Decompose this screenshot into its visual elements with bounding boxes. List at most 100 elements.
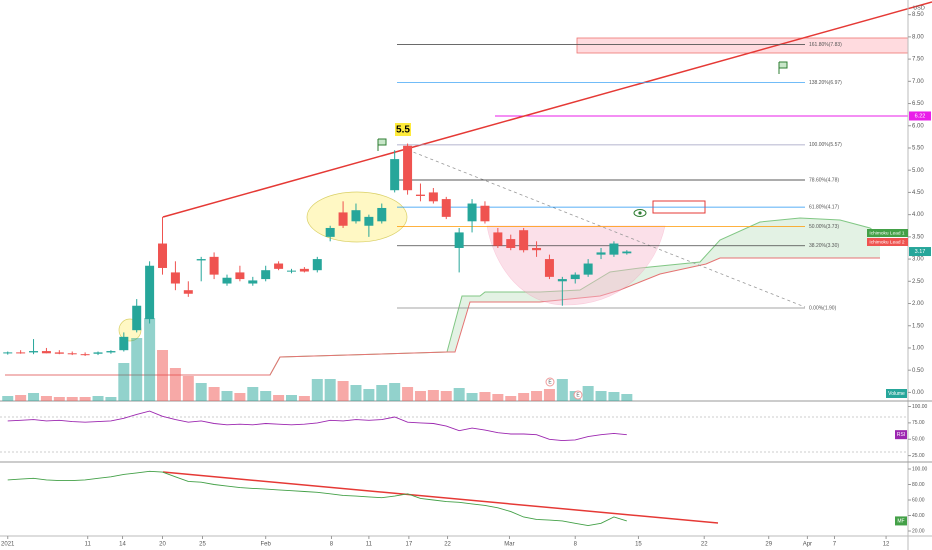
candle-body [338, 212, 348, 226]
volume-bar [208, 387, 220, 401]
candle-body [532, 247, 542, 251]
x-tick-label: 20 [159, 542, 166, 548]
candle-body [364, 216, 374, 226]
legend-tag: Ichimoku Lead 2 [869, 239, 905, 245]
x-tick-label: Apr [803, 542, 812, 548]
y-tick-label: 6.50 [912, 101, 924, 107]
candle-body [390, 159, 400, 191]
x-tick-label: 12 [883, 542, 890, 548]
y-tick-label: 0.00 [912, 390, 924, 396]
legend-tag-box [895, 516, 907, 526]
price-tag: 6.22 [915, 113, 926, 119]
candle-body [274, 263, 284, 269]
volume-bar [221, 391, 233, 401]
y-tick-label: 50.00 [912, 437, 925, 443]
event-label: E [576, 392, 580, 398]
event-marker [573, 390, 583, 400]
candle-body [570, 274, 580, 280]
fib-label: 0.00%(1.90) [809, 305, 837, 311]
y-tick-label: 8.00 [912, 34, 924, 40]
volume-bar [273, 395, 285, 401]
x-tick-label: 22 [444, 542, 451, 548]
y-tick-label: 0.50 [912, 368, 924, 374]
y-tick-label: 3.50 [912, 234, 924, 240]
price-tag: 3.17 [915, 249, 926, 255]
volume-bar [621, 394, 633, 401]
candle-body [80, 354, 90, 356]
fib-label: 161.80%(7.83) [809, 42, 842, 48]
x-tick-label: 29 [765, 542, 772, 548]
candle-body [506, 239, 516, 248]
x-tick-label: Mar [504, 542, 514, 548]
volume-bar [2, 396, 14, 401]
ichimoku-lead-2 [5, 257, 880, 376]
volume-bar [66, 397, 78, 401]
volume-bar [363, 389, 375, 401]
price-tag-box [909, 111, 931, 121]
x-tick-label: 8 [574, 542, 578, 548]
volume-bar [53, 397, 65, 401]
y-tick-label: 80.00 [912, 482, 925, 488]
volume-bar [260, 391, 272, 401]
candle-body [248, 280, 258, 284]
y-tick-label: 100.00 [912, 466, 928, 472]
candle-body [493, 232, 503, 246]
volume-bar [182, 376, 194, 401]
event-label: E [548, 379, 552, 385]
x-tick-label: 11 [366, 542, 373, 548]
eye-icon [638, 211, 642, 215]
fib-label: 78.60%(4.78) [809, 177, 839, 183]
indicator-trend-line [162, 471, 719, 524]
y-tick-label: 4.00 [912, 212, 924, 218]
candle-body [596, 252, 606, 255]
legend-tag-box [867, 238, 908, 246]
candle-body [325, 227, 335, 237]
candle-body [441, 199, 451, 217]
volume-bar [531, 391, 543, 401]
volume-bar [169, 368, 181, 401]
currency-label: USD [913, 5, 925, 11]
x-tick-label: 14 [119, 542, 126, 548]
x-tick-label: 8 [330, 542, 334, 548]
volume-bar [414, 391, 426, 401]
volume-bar [608, 392, 620, 401]
volume-bar [118, 363, 130, 401]
fib-label: 100.00%(5.57) [809, 142, 842, 148]
volume-bar [466, 393, 478, 401]
candle-body [132, 305, 142, 331]
y-tick-label: 2.50 [912, 279, 924, 285]
y-tick-label: 20.00 [912, 528, 925, 534]
fib-label: 38.20%(3.30) [809, 243, 839, 249]
candle-body [609, 243, 619, 255]
candle-body [222, 277, 232, 284]
candle-body [145, 265, 155, 320]
legend-tag: Ichimoku Lead 1 [869, 230, 905, 236]
x-tick-label: 2021 [1, 542, 15, 548]
y-tick-label: 6.00 [912, 123, 924, 129]
y-tick-label: 25.00 [912, 453, 925, 459]
candle-body [196, 259, 206, 261]
y-tick-label: 1.00 [912, 346, 924, 352]
y-tick-label: 4.50 [912, 190, 924, 196]
legend-tag: RSI [897, 432, 905, 438]
volume-bar [402, 387, 414, 401]
candle-body [583, 263, 593, 275]
volume-bar [337, 381, 349, 401]
volume-bar [389, 383, 401, 401]
x-tick-label: 15 [635, 542, 642, 548]
volume-bar [453, 388, 465, 401]
volume-bar [247, 387, 259, 401]
y-tick-label: 75.00 [912, 420, 925, 426]
volume-bar [92, 396, 104, 401]
volume-bar [350, 385, 362, 401]
x-tick-label: 7 [833, 542, 837, 548]
y-tick-label: 5.50 [912, 146, 924, 152]
y-tick-label: 7.50 [912, 57, 924, 63]
volume-bar [40, 396, 52, 401]
candle-body [622, 251, 632, 254]
candle-body [235, 272, 245, 280]
candle-body [119, 336, 129, 351]
y-tick-label: 1.50 [912, 323, 924, 329]
mf-line [7, 470, 627, 527]
